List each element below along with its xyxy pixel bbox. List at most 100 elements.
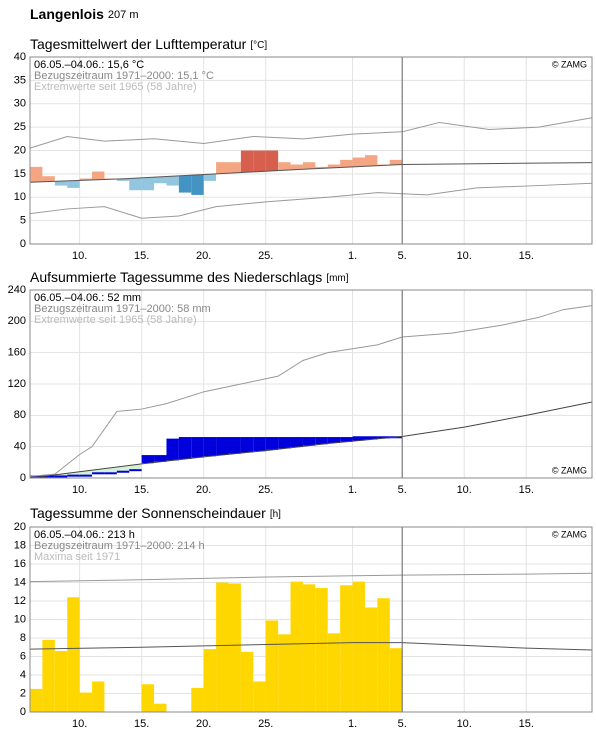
copyright: © ZAMG <box>552 529 587 539</box>
y-tick-label: 6 <box>20 650 26 662</box>
bar <box>154 703 167 712</box>
bar <box>253 681 266 712</box>
bar <box>265 620 279 712</box>
anomaly-bar <box>141 177 155 191</box>
line <box>29 182 593 219</box>
x-tick-label: 20. <box>196 250 211 262</box>
difference-fill <box>315 438 328 445</box>
bar <box>228 583 241 712</box>
anomaly-bar <box>240 150 254 173</box>
x-tick-label: 10. <box>72 718 87 729</box>
anomaly-bar <box>92 171 105 180</box>
y-tick-label: 2 <box>20 687 26 699</box>
line <box>29 305 593 477</box>
info-note: Maxima seit 1971 <box>34 551 120 563</box>
y-tick-label: 5 <box>20 215 26 227</box>
x-tick-label: 20. <box>196 718 211 729</box>
bar <box>364 607 378 712</box>
y-tick-label: 15 <box>14 168 26 180</box>
x-tick-label: 15. <box>134 718 149 729</box>
difference-fill <box>228 438 241 454</box>
x-tick-label: 5. <box>398 718 407 729</box>
x-tick-label: 10. <box>457 718 472 729</box>
y-tick-label: 160 <box>8 347 26 359</box>
title-unit: [h] <box>270 509 281 520</box>
x-tick-label: 5. <box>398 250 407 262</box>
title-text: Aufsummierte Tagessumme des Niederschlag… <box>30 269 322 285</box>
info-note: 06.05.–04.06.: 52 mm <box>34 292 141 304</box>
anomaly-bar <box>67 180 80 188</box>
bar <box>340 585 353 712</box>
difference-fill <box>203 438 217 457</box>
bar <box>352 581 365 712</box>
difference-fill <box>79 470 93 476</box>
y-tick-label: 14 <box>14 576 26 588</box>
y-tick-label: 30 <box>14 98 26 110</box>
anomaly-bar <box>54 181 68 186</box>
anomaly-bar <box>216 162 229 174</box>
x-tick-label: 10. <box>72 484 87 496</box>
difference-fill <box>67 472 80 476</box>
y-tick-label: 0 <box>20 706 26 718</box>
bar <box>377 598 390 712</box>
bar <box>327 633 341 712</box>
difference-fill <box>302 438 316 446</box>
chart-title: Tagessumme der Sonnenscheindauer [h] <box>30 505 281 521</box>
copyright: © ZAMG <box>552 465 587 475</box>
difference-fill <box>352 437 365 441</box>
info-note: Extremwerte seit 1965 (58 Jahre) <box>34 81 197 93</box>
bar <box>203 649 217 712</box>
info-note: Bezugszeitraum 1971–2000: 58 mm <box>34 303 211 315</box>
difference-fill <box>141 456 155 464</box>
anomaly-bar <box>30 166 43 183</box>
difference-fill <box>216 438 229 455</box>
difference-fill <box>253 438 266 452</box>
y-tick-label: 80 <box>14 409 26 421</box>
anomaly-bar <box>352 157 365 167</box>
plot-frame <box>29 56 593 245</box>
y-tick-label: 25 <box>14 121 26 133</box>
bar <box>67 597 80 712</box>
anomaly-bar <box>302 162 316 169</box>
anomaly-bar <box>228 162 241 173</box>
anomaly-bar <box>364 155 378 166</box>
y-tick-label: 200 <box>8 315 26 327</box>
y-tick-label: 240 <box>8 284 26 296</box>
title-text: Tagessumme der Sonnenscheindauer <box>30 505 266 521</box>
anomaly-bar <box>315 166 328 169</box>
x-tick-label: 15. <box>134 484 149 496</box>
bar <box>302 584 316 712</box>
bar <box>290 581 303 712</box>
difference-fill <box>166 439 179 461</box>
bar <box>315 588 328 712</box>
difference-fill <box>191 438 204 458</box>
title-unit: [°C] <box>250 40 267 51</box>
line <box>29 117 593 149</box>
y-tick-label: 0 <box>20 238 26 250</box>
anomaly-bar <box>290 164 303 170</box>
x-tick-label: 5. <box>398 484 407 496</box>
y-tick-label: 40 <box>14 441 26 453</box>
x-tick-label: 15. <box>519 484 534 496</box>
copyright: © ZAMG <box>552 59 587 69</box>
x-tick-label: 25. <box>258 718 273 729</box>
y-tick-label: 20 <box>14 521 26 533</box>
chart: Tagessumme der Sonnenscheindauer [h] 0 2 4 6 8… <box>14 505 593 729</box>
info-note: Bezugszeitraum 1971–2000: 214 h <box>34 540 205 552</box>
bar <box>30 688 43 712</box>
title-text: Tagesmittelwert der Lufttemperatur <box>30 36 247 52</box>
x-tick-label: 25. <box>258 250 273 262</box>
x-tick-label: 15. <box>519 250 534 262</box>
info-note: 06.05.–04.06.: 213 h <box>34 529 135 541</box>
y-tick-label: 4 <box>20 669 26 681</box>
chart: Tagesmittelwert der Lufttemperatur [°C] 0 5… <box>14 36 593 262</box>
x-tick-label: 1. <box>348 718 357 729</box>
title-unit: [mm] <box>326 273 348 284</box>
y-tick-label: 8 <box>20 632 26 644</box>
difference-fill <box>178 438 192 459</box>
x-tick-label: 10. <box>457 484 472 496</box>
info-note: Extremwerte seit 1965 (58 Jahre) <box>34 314 197 326</box>
anomaly-bar <box>129 178 142 191</box>
y-tick-label: 40 <box>14 51 26 63</box>
